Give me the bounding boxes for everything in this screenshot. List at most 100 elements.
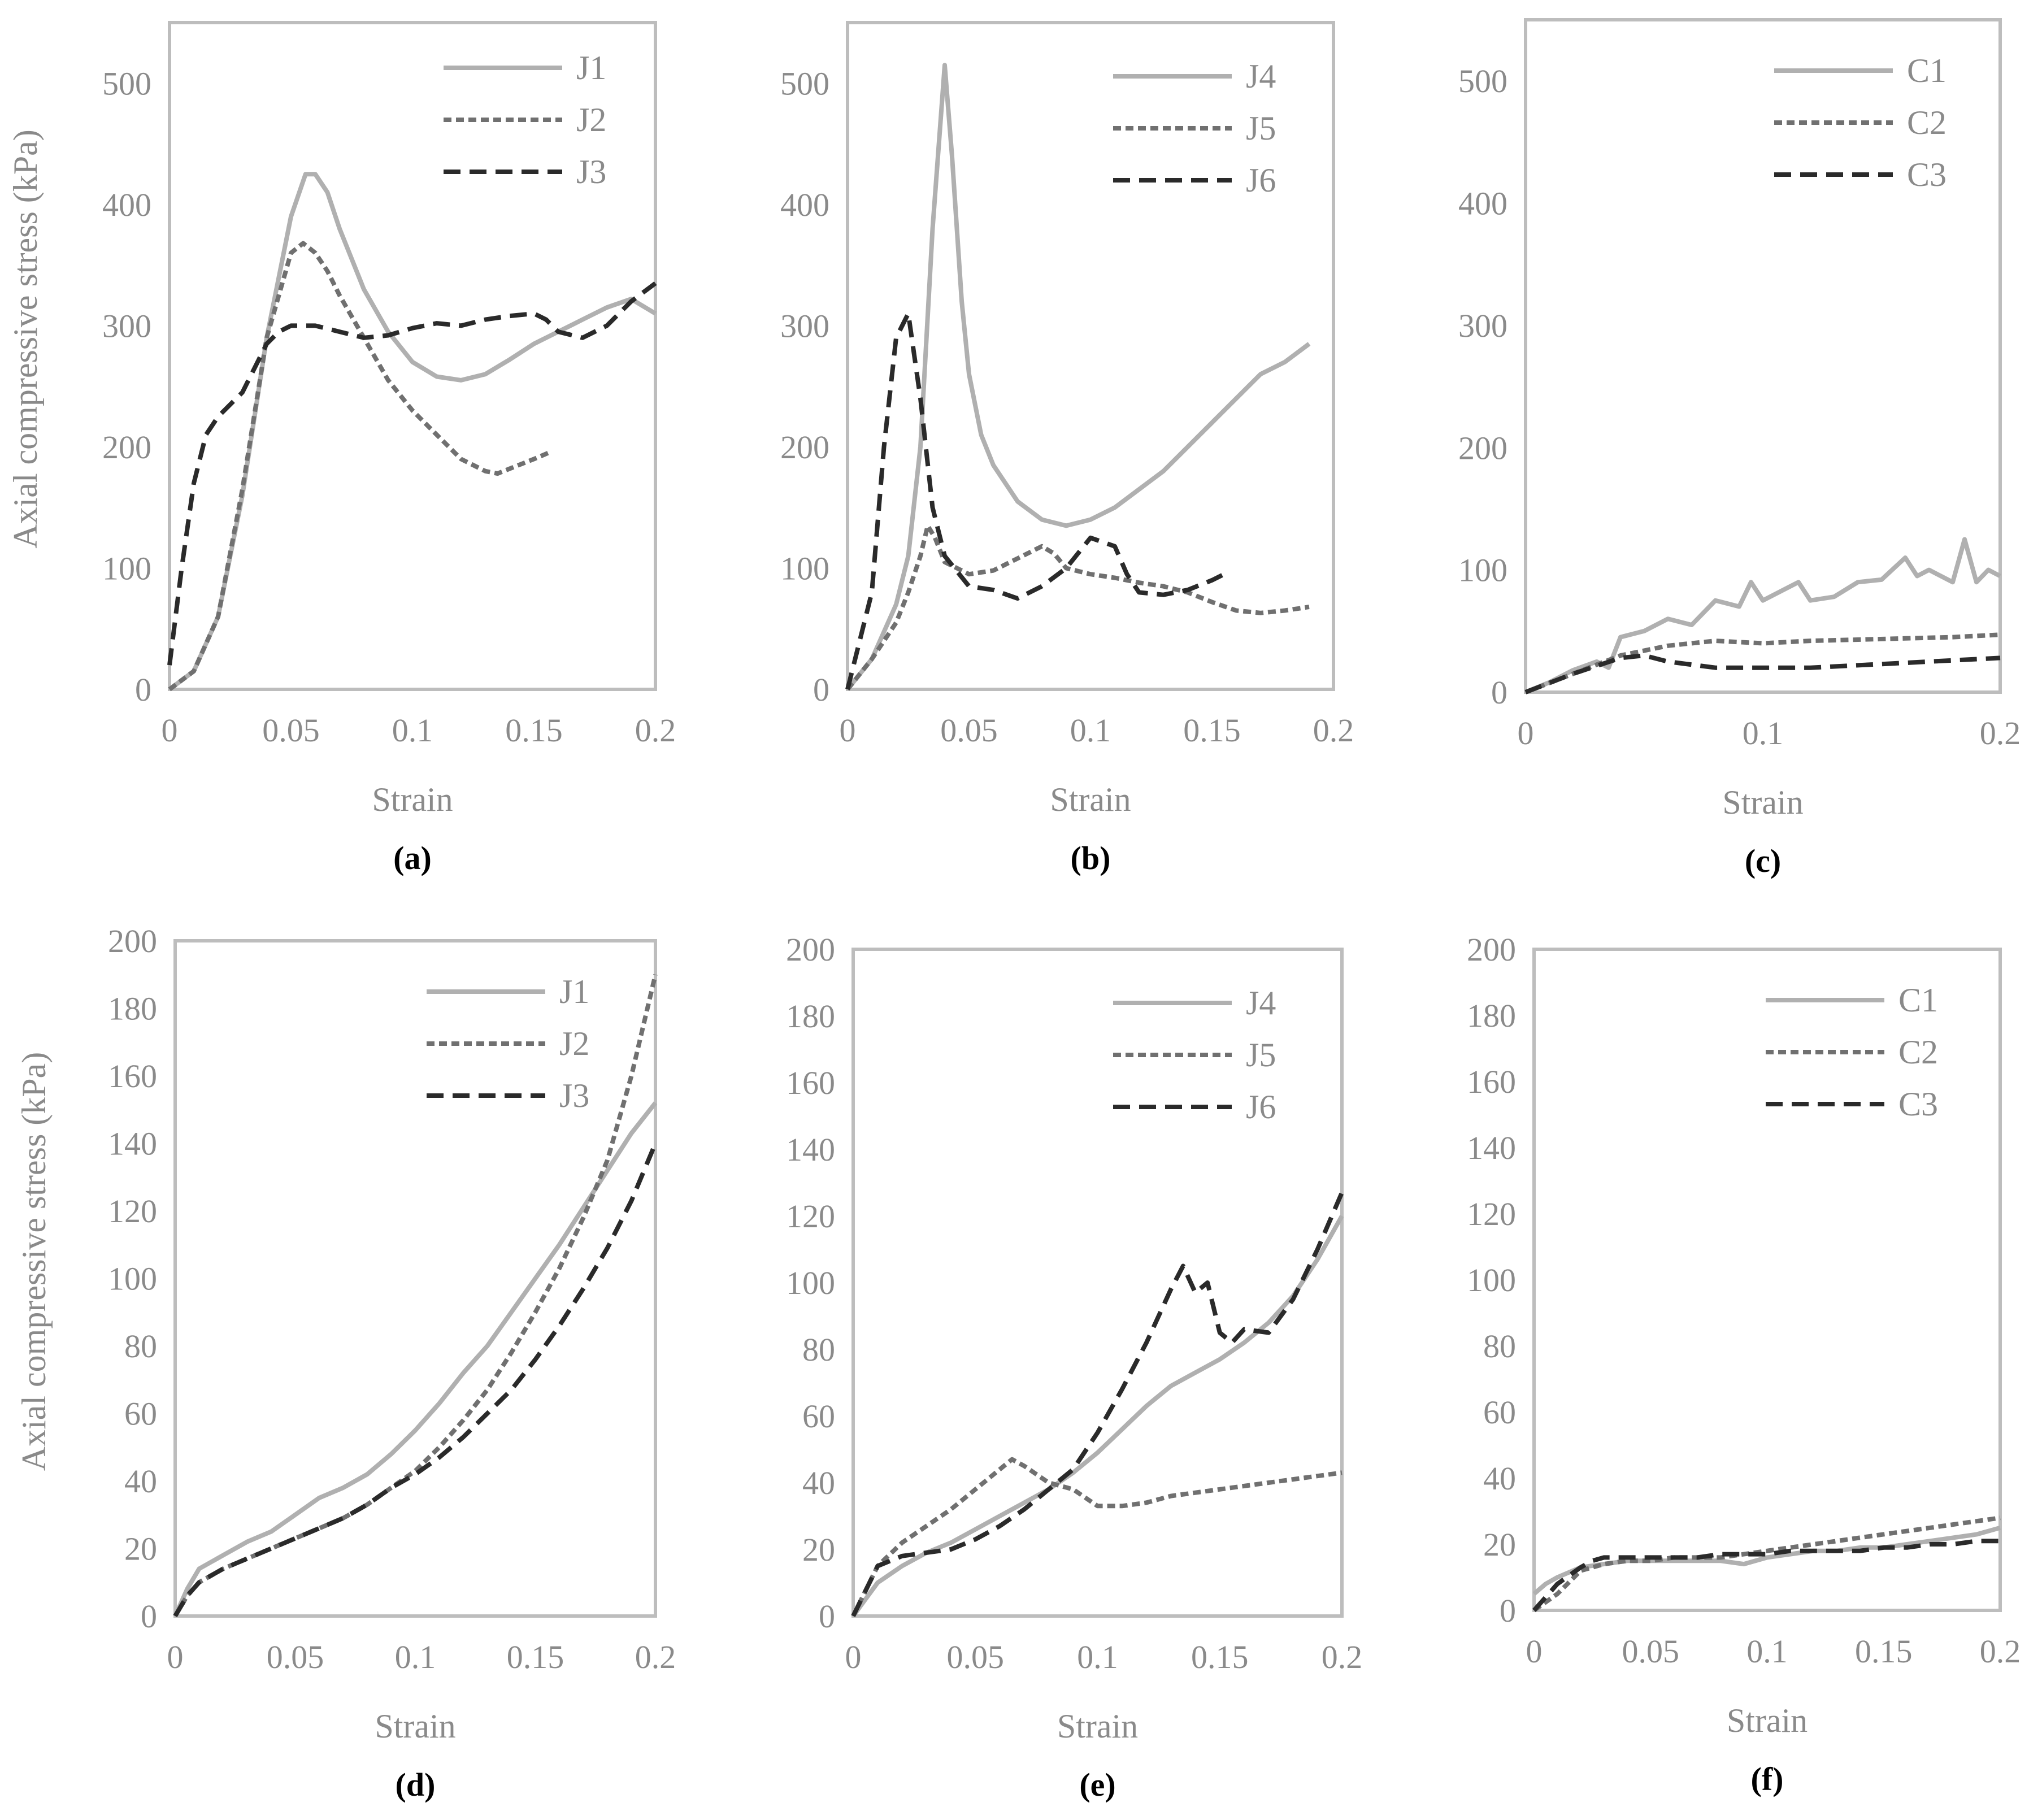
legend-label: J6 bbox=[1246, 1088, 1276, 1126]
y-tick-label: 0 bbox=[813, 671, 829, 708]
panel-label: (a) bbox=[393, 840, 432, 876]
x-tick-label: 0.2 bbox=[635, 712, 676, 749]
legend-label: C2 bbox=[1898, 1033, 1938, 1071]
y-tick-label: 0 bbox=[819, 1598, 835, 1635]
legend-label: J5 bbox=[1246, 1036, 1276, 1074]
x-tick-label: 0.2 bbox=[1980, 715, 2021, 752]
plot-frame bbox=[168, 21, 657, 691]
x-tick-label: 0.05 bbox=[947, 1639, 1005, 1675]
x-tick-label: 0 bbox=[845, 1639, 862, 1675]
y-tick-label: 100 bbox=[108, 1261, 157, 1297]
y-tick-label: 100 bbox=[1467, 1262, 1516, 1298]
x-tick-label: 0 bbox=[167, 1639, 184, 1675]
y-tick-label: 300 bbox=[102, 307, 151, 344]
y-tick-label: 400 bbox=[780, 186, 829, 223]
y-tick-label: 500 bbox=[1458, 63, 1507, 99]
series-line-c3 bbox=[1532, 1539, 2000, 1612]
y-tick-label: 0 bbox=[141, 1598, 157, 1635]
series-line-j5 bbox=[845, 523, 1310, 691]
plot-frame bbox=[846, 21, 1335, 691]
y-tick-label: 0 bbox=[135, 671, 151, 708]
x-tick-label: 0.1 bbox=[395, 1639, 436, 1675]
x-tick-label: 0.1 bbox=[392, 712, 433, 749]
x-tick-label: 0.2 bbox=[1980, 1633, 2021, 1670]
series-line-j4 bbox=[845, 63, 1311, 691]
panel-label: (d) bbox=[396, 1766, 436, 1803]
series-line-c2 bbox=[1532, 1515, 2001, 1613]
x-tick-label: 0 bbox=[1526, 1633, 1543, 1670]
y-axis-title: Axial compressive stress (kPa) bbox=[7, 129, 44, 549]
y-tick-label: 200 bbox=[786, 931, 835, 968]
y-tick-label: 500 bbox=[102, 65, 151, 102]
plot-frame bbox=[851, 948, 1344, 1618]
y-tick-label: 180 bbox=[108, 991, 157, 1027]
chart-panel: 0 20 40 60 80 100 120 140 160 180 200 0 0.05 0.1 0.15 0… bbox=[1467, 931, 2021, 1797]
x-tick-label: 0.15 bbox=[505, 712, 563, 749]
x-tick-label: 0.2 bbox=[1322, 1639, 1363, 1675]
y-tick-label: 20 bbox=[124, 1531, 157, 1567]
x-tick-label: 0.1 bbox=[1070, 712, 1111, 749]
x-tick-label: 0 bbox=[840, 712, 856, 749]
panel-label: (c) bbox=[1745, 842, 1781, 879]
y-tick-label: 60 bbox=[124, 1396, 157, 1432]
legend-label: C1 bbox=[1898, 981, 1938, 1019]
legend-label: J4 bbox=[1246, 984, 1276, 1022]
y-tick-label: 100 bbox=[780, 550, 829, 587]
x-axis-title: Strain bbox=[372, 781, 453, 818]
chart-panel: 0 100 200 300 400 500 0 0.05 0.1 0.15 0.2 Strain (b)… bbox=[780, 21, 1354, 876]
x-tick-label: 0.1 bbox=[1746, 1633, 1788, 1670]
y-tick-label: 140 bbox=[786, 1131, 835, 1168]
y-tick-label: 200 bbox=[780, 429, 829, 466]
y-tick-label: 160 bbox=[1467, 1063, 1516, 1100]
y-tick-label: 20 bbox=[1483, 1526, 1516, 1563]
plot-frame bbox=[1524, 18, 2002, 694]
panel-label: (f) bbox=[1751, 1761, 1784, 1797]
series-line-j6 bbox=[845, 311, 1226, 690]
x-tick-label: 0.15 bbox=[1183, 712, 1241, 749]
plot-frame bbox=[173, 939, 657, 1618]
y-tick-label: 120 bbox=[108, 1193, 157, 1230]
series-line-j6 bbox=[851, 1192, 1344, 1617]
legend-label: J1 bbox=[576, 49, 606, 86]
y-tick-label: 200 bbox=[108, 923, 157, 959]
series-line-c2 bbox=[1524, 632, 2001, 694]
x-tick-label: 0.05 bbox=[940, 712, 998, 749]
legend-label: C3 bbox=[1907, 156, 1947, 193]
legend-label: C2 bbox=[1907, 104, 1947, 141]
y-tick-label: 300 bbox=[780, 307, 829, 344]
y-tick-label: 0 bbox=[1500, 1592, 1516, 1629]
legend-label: J5 bbox=[1246, 110, 1276, 147]
legend-label: J2 bbox=[576, 101, 606, 138]
x-tick-label: 0.05 bbox=[267, 1639, 324, 1675]
series-line-j1 bbox=[168, 172, 657, 692]
series-line-c1 bbox=[1532, 1525, 2001, 1596]
y-tick-label: 500 bbox=[780, 65, 829, 102]
y-tick-label: 200 bbox=[1467, 931, 1516, 968]
y-axis-title: Axial compressive stress (kPa) bbox=[15, 1052, 53, 1471]
legend-label: J1 bbox=[559, 973, 589, 1010]
legend-label: J4 bbox=[1246, 58, 1276, 95]
legend-label: J2 bbox=[559, 1025, 589, 1062]
y-tick-label: 60 bbox=[1483, 1394, 1516, 1431]
y-tick-label: 20 bbox=[802, 1531, 835, 1568]
plot-frame bbox=[1532, 948, 2002, 1612]
x-tick-label: 0.15 bbox=[507, 1639, 564, 1675]
y-tick-label: 160 bbox=[786, 1065, 835, 1101]
x-tick-label: 0.2 bbox=[1313, 712, 1354, 749]
x-axis-title: Strain bbox=[1050, 781, 1131, 818]
x-axis-title: Strain bbox=[1727, 1702, 1808, 1739]
series-line-j3 bbox=[167, 281, 657, 666]
series-line-j2 bbox=[168, 241, 552, 692]
x-tick-label: 0 bbox=[162, 712, 178, 749]
y-tick-label: 100 bbox=[786, 1265, 835, 1301]
y-tick-label: 80 bbox=[1483, 1328, 1516, 1365]
legend-label: C1 bbox=[1907, 52, 1947, 89]
y-tick-label: 40 bbox=[1483, 1460, 1516, 1497]
x-axis-title: Strain bbox=[375, 1708, 455, 1745]
y-tick-label: 120 bbox=[786, 1198, 835, 1235]
y-tick-label: 140 bbox=[1467, 1130, 1516, 1166]
x-tick-label: 0.1 bbox=[1743, 715, 1784, 752]
y-tick-label: 80 bbox=[802, 1331, 835, 1368]
y-tick-label: 180 bbox=[1467, 997, 1516, 1034]
